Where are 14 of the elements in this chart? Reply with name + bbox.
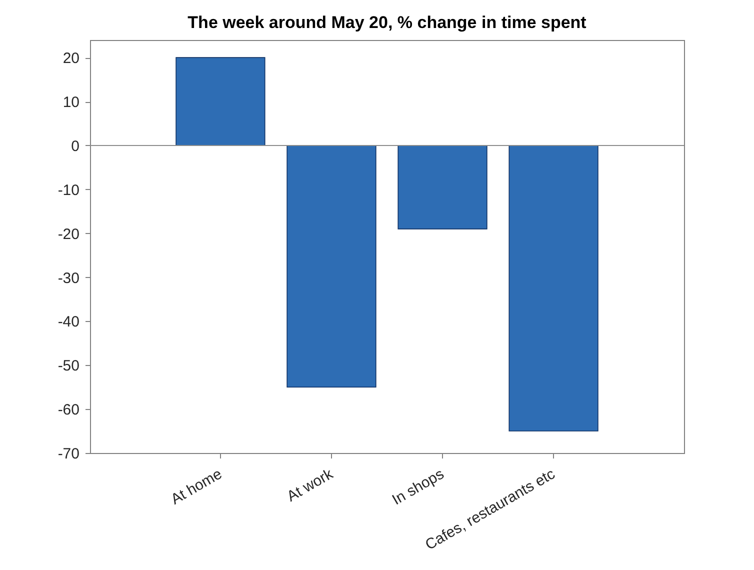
y-tick-label: -10 <box>58 182 80 199</box>
y-tick-label: -40 <box>58 314 80 331</box>
x-tick-label: At work <box>284 465 336 506</box>
y-tick-label: 20 <box>62 50 80 68</box>
y-tick-label: -50 <box>58 358 80 375</box>
x-tick-label: At home <box>168 466 225 508</box>
y-tick-label: -30 <box>58 270 80 287</box>
y-tick-label: -60 <box>58 402 80 419</box>
y-tick-label: -70 <box>58 446 80 462</box>
chart-title: The week around May 20, % change in time spent <box>188 13 587 32</box>
y-tick-label: 0 <box>71 138 80 155</box>
y-tick-label: 10 <box>62 94 80 112</box>
y-tick-label: -20 <box>58 226 80 243</box>
x-tick-label: In shops <box>389 466 448 509</box>
